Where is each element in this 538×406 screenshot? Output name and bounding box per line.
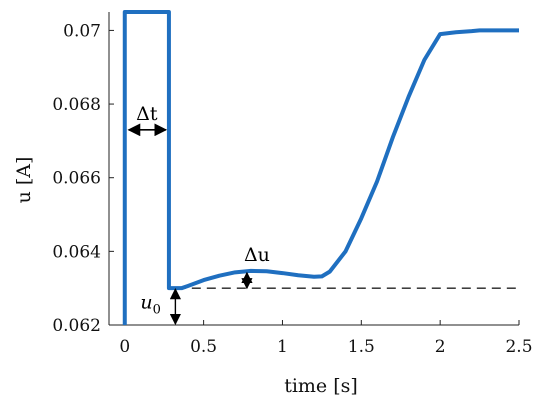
series-layer (122, 10, 519, 325)
tick-labels: 0 0.5 1 1.5 2 2.5 0.062 0.064 0.066 0.068 0.07 (52, 21, 532, 357)
u0-label: u0 (140, 292, 161, 318)
y-tick-label: 0.066 (52, 169, 101, 189)
y-axis-label: u [A] (13, 157, 35, 204)
x-tick-label: 1 (277, 337, 288, 357)
x-tick-label: 0.5 (190, 337, 217, 357)
series-line (122, 10, 519, 325)
y-tick-label: 0.068 (52, 95, 101, 115)
annotation-layer: Δt Δu u0 (127, 103, 270, 326)
delta-t-label: Δt (136, 103, 158, 125)
x-tick-label: 2.5 (505, 337, 532, 357)
y-tick-label: 0.062 (52, 316, 101, 336)
y-tick-label: 0.064 (52, 242, 101, 262)
x-axis-label: time [s] (284, 375, 358, 397)
x-tick-label: 0 (119, 337, 130, 357)
x-tick-label: 1.5 (348, 337, 375, 357)
y-tick-label: 0.07 (63, 21, 101, 41)
x-tick-label: 2 (435, 337, 446, 357)
delta-u-label: Δu (244, 244, 270, 266)
